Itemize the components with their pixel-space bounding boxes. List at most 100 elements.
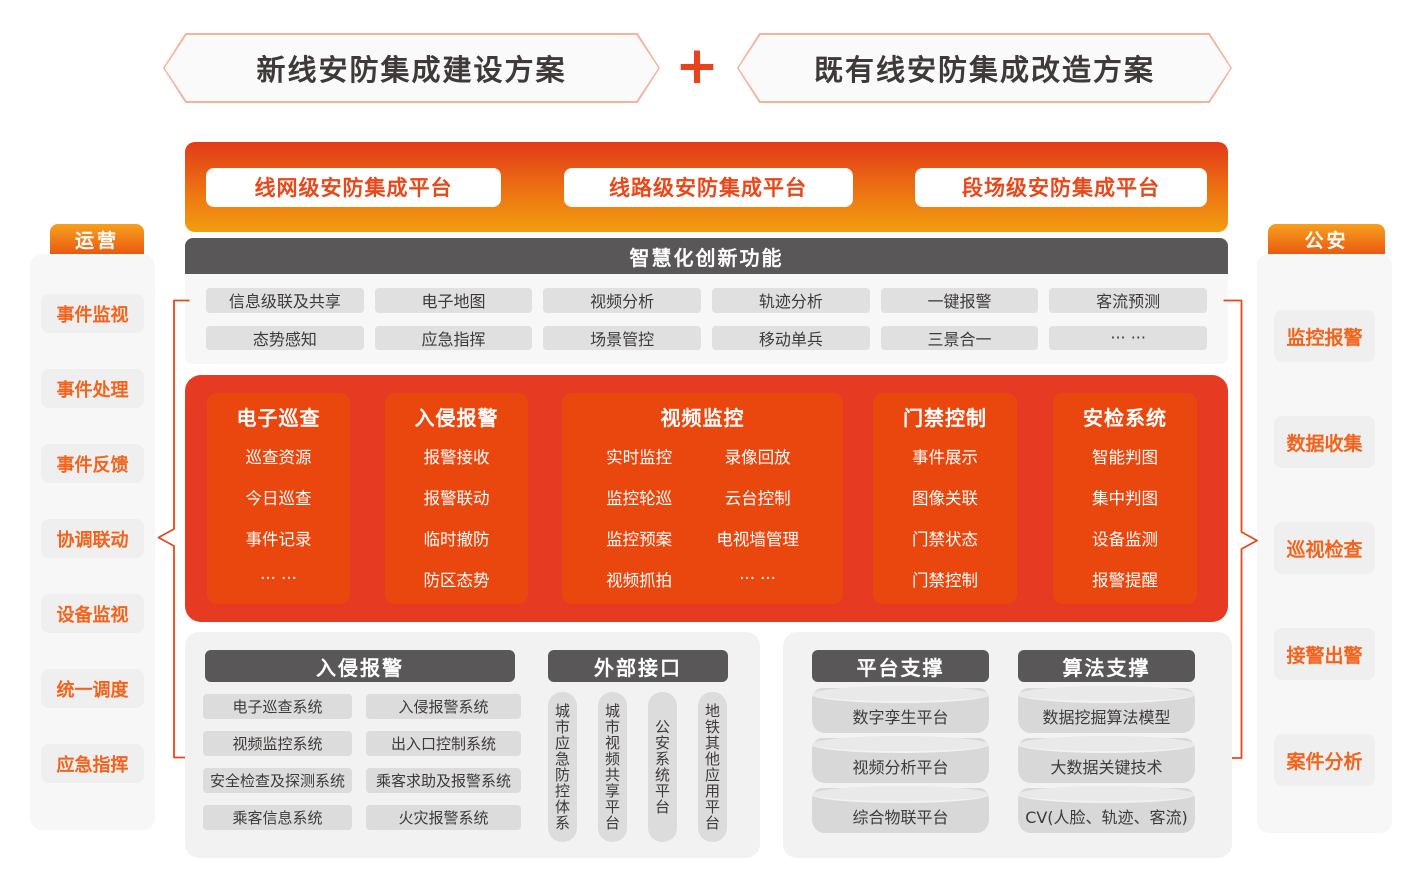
core-item-groups: 实时监控 监控轮巡 监控预案 视频抓拍 录像回放 云台控制 电视墙管理 ··· ···: [562, 435, 843, 599]
operations-item: 事件监视: [41, 294, 144, 333]
platform-pill-network: 线网级安防集成平台: [206, 167, 501, 207]
core-item-list: 实时监控 监控轮巡 监控预案 视频抓拍: [606, 435, 672, 599]
police-item: 数据收集: [1274, 416, 1375, 468]
core-function-item: 电视墙管理: [716, 529, 799, 549]
core-functions-block: 电子巡查 巡查资源 今日巡查 事件记录 ··· ··· 入侵报警 报警接收 报警联动 临时…: [185, 375, 1228, 622]
operations-item: 事件反馈: [41, 444, 144, 483]
core-function-item: 巡查资源: [245, 447, 312, 467]
smart-function-pill: 客流预测: [1049, 288, 1207, 313]
core-column-security-check: 安检系统 智能判图 集中判图 设备监测 报警提醒: [1053, 393, 1197, 604]
operations-sidebar-panel: 事件监视事件处理事件反馈协调联动设备监视统一调度应急指挥: [30, 254, 155, 830]
algorithm-support-cylinder: 数据挖掘算法模型: [1018, 686, 1195, 733]
core-column-title: 安检系统: [1083, 406, 1167, 430]
police-sidebar-header: 公安: [1268, 224, 1385, 254]
operations-sidebar-header: 运营: [50, 224, 144, 254]
system-pill: 安全检查及探测系统: [203, 768, 352, 793]
core-function-item: 报警联动: [423, 488, 490, 508]
core-function-item: 门禁状态: [912, 529, 978, 549]
platform-gradient-bar: 线网级安防集成平台 线路级安防集成平台 段场级安防集成平台: [185, 142, 1228, 232]
platform-support-cylinder: 数字孪生平台: [812, 686, 989, 733]
system-pill: 电子巡查系统: [203, 694, 352, 719]
banner-new-line-label: 新线安防集成建设方案: [256, 53, 567, 87]
systems-header: 入侵报警: [205, 650, 515, 682]
banner-existing-line-label: 既有线安防集成改造方案: [813, 53, 1155, 87]
operations-item: 应急指挥: [41, 744, 144, 783]
external-interface-pill: 城市视频共享平台: [598, 692, 627, 842]
support-panel: 平台支撑 算法支撑 数字孪生平台 视频分析平台 综合物联平台 数据挖掘算法模型 大数据…: [783, 632, 1232, 858]
systems-grid: 电子巡查系统 入侵报警系统 视频监控系统 出入口控制系统 安全检查及探测系统 乘客求助及报…: [203, 694, 521, 830]
smart-function-pill: 一键报警: [880, 288, 1039, 313]
core-function-item: 云台控制: [724, 488, 791, 508]
core-item-list: 录像回放 云台控制 电视墙管理 ··· ···: [716, 435, 799, 599]
core-function-item: 实时监控: [606, 447, 673, 467]
platform-pill-line: 线路级安防集成平台: [563, 167, 853, 207]
banner-existing-line-hexagon: 既有线安防集成改造方案: [737, 33, 1232, 103]
operations-item: 协调联动: [41, 519, 144, 558]
smart-function-pill: 视频分析: [543, 288, 701, 313]
core-column-title: 门禁控制: [903, 406, 987, 430]
smart-functions-header: 智慧化创新功能: [185, 238, 1228, 274]
core-function-item: 今日巡查: [245, 488, 312, 508]
hexagon-fill: [738, 34, 1231, 102]
smart-function-pill: 三景合一: [880, 325, 1039, 350]
platform-support-cylinder: 视频分析平台: [812, 736, 989, 783]
police-item: 巡视检查: [1274, 522, 1375, 574]
core-column-intrusion-alarm: 入侵报警 报警接收 报警联动 临时撤防 防区态势: [385, 393, 528, 604]
algorithm-support-header: 算法支撑: [1018, 650, 1195, 682]
police-sidebar-panel: 监控报警 数据收集 巡视检查 接警出警 案件分析: [1257, 254, 1392, 833]
smart-function-pill: 移动单兵: [712, 325, 870, 350]
core-column-title: 电子巡查: [236, 406, 321, 430]
system-pill: 乘客求助及报警系统: [366, 768, 521, 793]
core-function-item: 监控预案: [606, 529, 673, 549]
core-column-title: 视频监控: [660, 406, 745, 430]
core-column-access-control: 门禁控制 事件展示 图像关联 门禁状态 门禁控制: [873, 393, 1017, 604]
operations-item: 事件处理: [41, 369, 144, 408]
core-function-item: 集中判图: [1092, 488, 1158, 508]
core-function-item: ··· ···: [260, 569, 297, 588]
platform-support-cylinder: 综合物联平台: [812, 786, 989, 833]
police-item: 接警出警: [1274, 628, 1375, 680]
core-function-item: 监控轮巡: [606, 488, 673, 508]
system-pill: 乘客信息系统: [203, 805, 352, 830]
core-item-list: 报警接收报警联动临时撤防防区态势: [385, 435, 528, 599]
system-pill: 火灾报警系统: [366, 805, 521, 830]
core-function-item: 报警接收: [423, 447, 490, 467]
smart-function-pill: 信息级联及共享: [206, 288, 364, 313]
system-pill: 出入口控制系统: [366, 731, 521, 756]
smart-functions-panel: 信息级联及共享 电子地图 视频分析 轨迹分析 一键报警 客流预测 态势感知 应急指挥 场景管控移…: [185, 274, 1228, 364]
operations-item: 统一调度: [41, 669, 144, 708]
algorithm-support-stack: 数据挖掘算法模型 大数据关键技术 CV(人脸、轨迹、客流): [1018, 686, 1195, 838]
core-function-item: 临时撤防: [423, 529, 490, 549]
core-function-item: 事件展示: [912, 447, 978, 467]
core-column-video-surveillance: 视频监控 实时监控 监控轮巡 监控预案 视频抓拍 录像回放 云台控制 电视墙管理 ··· ·…: [562, 393, 843, 604]
core-function-item: 设备监测: [1092, 529, 1158, 549]
external-interface-pill: 城市应急防控体系: [548, 692, 577, 842]
plus-icon: +: [675, 36, 719, 96]
platform-support-stack: 数字孪生平台 视频分析平台 综合物联平台: [812, 686, 989, 838]
platform-support-header: 平台支撑: [812, 650, 989, 682]
external-interface-pill: 公安系统平台: [648, 692, 677, 842]
operations-item: 设备监视: [41, 594, 144, 633]
core-column-electronic-patrol: 电子巡查 巡查资源今日巡查事件记录 ··· ···: [207, 393, 350, 604]
core-item-list: 智能判图 集中判图 设备监测 报警提醒: [1053, 435, 1197, 599]
core-function-item: 防区态势: [423, 570, 490, 590]
algorithm-support-cylinder: CV(人脸、轨迹、客流): [1018, 786, 1195, 833]
core-function-item: 门禁控制: [912, 570, 978, 590]
core-function-item: 事件记录: [245, 529, 312, 549]
smart-function-pill: ··· ···: [1049, 325, 1207, 350]
integrated-systems-panel: 入侵报警 电子巡查系统 入侵报警系统 视频监控系统 出入口控制系统 安全检查及探测系统乘…: [185, 632, 760, 858]
core-function-item: 智能判图: [1092, 447, 1158, 467]
system-pill: 视频监控系统: [203, 731, 352, 756]
external-interface-pill: 地铁其他应用平台: [698, 692, 727, 842]
core-item-list: 巡查资源今日巡查事件记录 ··· ···: [207, 435, 350, 599]
smart-function-pill: 电子地图: [374, 288, 533, 313]
core-function-item: ··· ···: [739, 569, 776, 588]
hexagon-fill: [164, 34, 659, 102]
smart-function-pill: 态势感知: [206, 325, 364, 350]
smart-function-pill: 应急指挥: [374, 325, 533, 350]
police-item: 案件分析: [1274, 734, 1375, 786]
external-interface-list: 城市应急防控体系 城市视频共享平台 公安系统平台 地铁其他应用平台: [548, 692, 727, 842]
system-pill: 入侵报警系统: [366, 694, 521, 719]
core-function-item: 图像关联: [912, 488, 978, 508]
